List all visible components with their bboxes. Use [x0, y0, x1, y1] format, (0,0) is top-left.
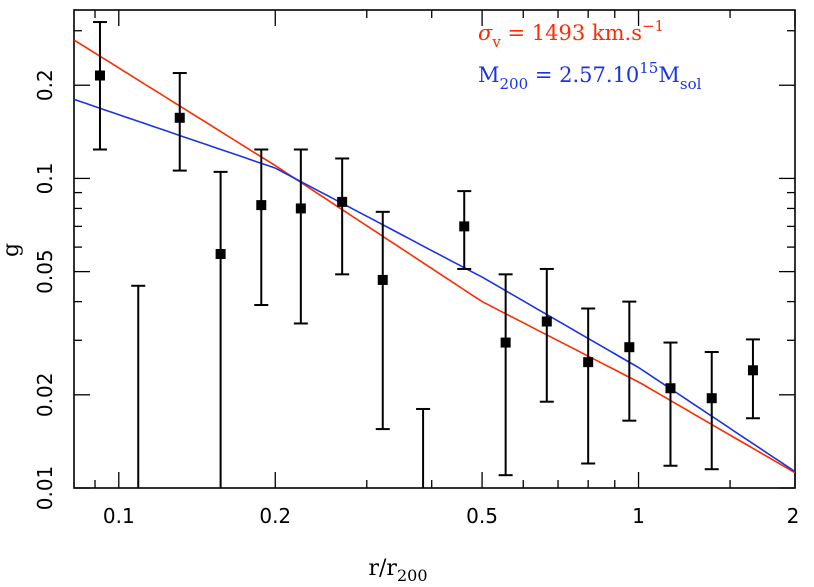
- data-point: [624, 342, 635, 353]
- y-tick-label: 0.2: [33, 69, 57, 101]
- y-tick-labels: 0.01 0.02 0.05 0.1 0.2: [33, 69, 57, 510]
- axis-ticks: [74, 10, 796, 489]
- legend: σv = 1493 km.s−1 M200 = 2.57.1015Msol: [478, 17, 702, 93]
- y-tick-label: 0.1: [33, 163, 57, 195]
- x-tick-label: 0.2: [259, 504, 291, 528]
- x-axis-label: r/r200: [369, 556, 428, 585]
- legend-entry: σv = 1493 km.s−1: [478, 17, 664, 51]
- y-tick-label: 0.05: [33, 249, 57, 294]
- model-curve: [74, 39, 795, 474]
- x-tick-label: 0.1: [103, 504, 135, 528]
- data-point: [500, 337, 511, 348]
- data-point: [665, 383, 676, 394]
- plot-frame: [73, 9, 796, 489]
- legend-entry: M200 = 2.57.1015Msol: [478, 59, 702, 93]
- data-point: [295, 203, 306, 214]
- data-point: [174, 112, 185, 123]
- data-point: [377, 274, 388, 285]
- x-tick-labels: 0.1 0.2 0.5 1 2: [103, 504, 799, 528]
- data-point: [215, 249, 226, 260]
- x-tick-label: 2: [787, 504, 800, 528]
- x-tick-label: 1: [632, 504, 645, 528]
- model-curves: [74, 39, 795, 474]
- data-point: [256, 200, 267, 211]
- x-tick-label: 0.5: [466, 504, 498, 528]
- y-axis-label: g: [0, 243, 24, 257]
- data-point: [747, 365, 758, 376]
- data-point: [94, 70, 105, 81]
- model-curve: [74, 98, 795, 473]
- data-points: [92, 21, 760, 488]
- y-tick-label: 0.02: [33, 373, 57, 418]
- data-point: [706, 393, 717, 404]
- data-point: [583, 357, 594, 368]
- data-point: [337, 196, 348, 207]
- y-tick-label: 0.01: [33, 466, 57, 511]
- data-point: [541, 316, 552, 327]
- data-point: [459, 221, 470, 232]
